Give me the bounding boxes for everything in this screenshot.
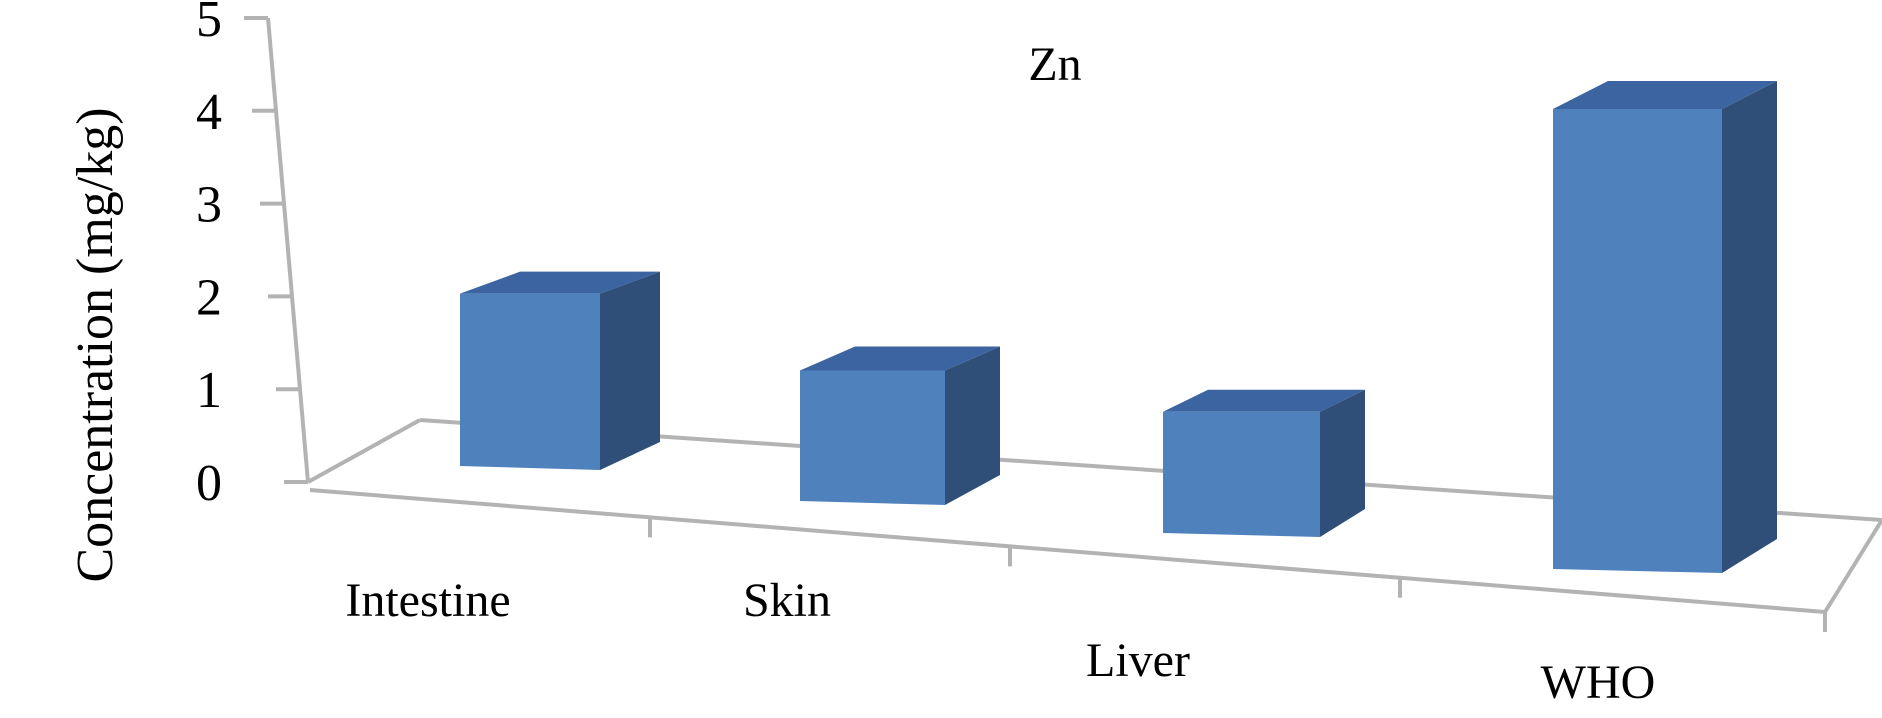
x-axis-front-line (309, 488, 1826, 614)
bar-skin (800, 346, 1000, 505)
y-tick-label: 2 (196, 269, 222, 326)
y-axis-label: Concentration (mg/kg) (67, 107, 124, 582)
bar-top-face (460, 271, 660, 294)
bar-side-face (1722, 81, 1777, 573)
bar-side-face (1320, 389, 1365, 537)
floor-left-edge (307, 418, 421, 484)
chart-bars (460, 81, 1777, 573)
chart-labels: Intestine Skin Liver WHO (345, 574, 1655, 709)
x-category-label: Skin (743, 574, 831, 627)
bar-top-face (800, 346, 1000, 371)
x-category-label: Intestine (345, 574, 510, 627)
bar-top-face (1553, 81, 1777, 109)
bar-side-face (600, 271, 660, 470)
floor-right-edge (1823, 518, 1882, 614)
y-tick-label: 1 (196, 362, 222, 419)
bar-liver (1163, 389, 1365, 537)
x-category-label: WHO (1541, 656, 1656, 709)
chart-axes: 0 1 2 3 4 5 (196, 0, 1882, 632)
y-axis-line (266, 17, 310, 483)
bar-front-face (1163, 411, 1320, 537)
bar-side-face (945, 346, 1000, 505)
y-tick-label: 0 (196, 455, 222, 512)
y-tick-label: 4 (196, 84, 222, 141)
bar-front-face (460, 293, 600, 470)
bar-intestine (460, 271, 660, 470)
x-category-label: Liver (1086, 634, 1190, 687)
y-tick-label: 5 (196, 0, 222, 48)
bar-front-face (800, 370, 945, 505)
bar-top-face (1163, 389, 1365, 412)
bar-who (1553, 81, 1777, 573)
bar-front-face (1553, 109, 1722, 573)
y-tick-label: 3 (196, 177, 222, 234)
chart-title: Zn (1028, 38, 1081, 91)
